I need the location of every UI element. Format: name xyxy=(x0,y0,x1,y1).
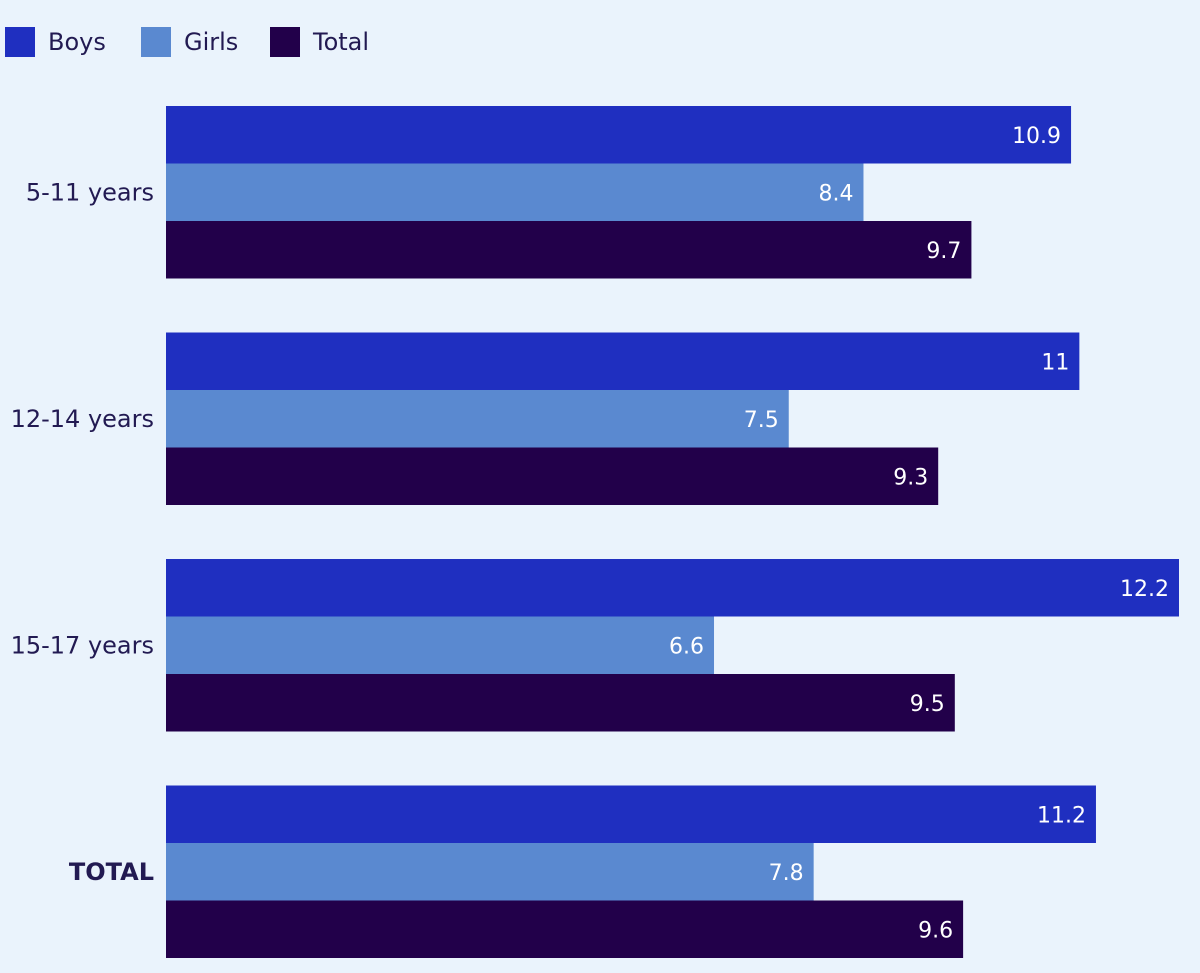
legend-swatch-total xyxy=(270,27,300,57)
value-labels: 10.9 8.4 9.7 11 7.5 9.3 12.2 6.6 9.5 11.2 7.8 9.6 xyxy=(669,124,1169,944)
value-label-total-15-17-years: 9.5 xyxy=(910,692,945,717)
value-label-total-5-11-years: 9.7 xyxy=(926,239,961,264)
value-label-boys-5-11-years: 10.9 xyxy=(1012,124,1061,149)
bar-girls-total xyxy=(166,843,814,901)
category-label-12-14-years: 12-14 years xyxy=(11,405,154,433)
bar-boys-15-17-years xyxy=(166,559,1179,617)
bar-boys-12-14-years xyxy=(166,332,1080,390)
category-label-15-17-years: 15-17 years xyxy=(11,631,154,659)
value-label-boys-12-14-years: 11 xyxy=(1041,350,1069,375)
bar-girls-5-11-years xyxy=(166,163,864,221)
value-label-girls-total: 7.8 xyxy=(769,861,804,886)
bars xyxy=(166,106,1179,958)
bar-girls-12-14-years xyxy=(166,390,789,448)
bar-girls-15-17-years xyxy=(166,616,715,674)
value-label-total-12-14-years: 9.3 xyxy=(893,465,928,490)
value-label-girls-12-14-years: 7.5 xyxy=(744,408,779,433)
bar-boys-5-11-years xyxy=(166,106,1072,164)
legend-label-total: Total xyxy=(312,28,369,56)
value-label-boys-total: 11.2 xyxy=(1037,803,1086,828)
category-label-5-11-years: 5-11 years xyxy=(26,178,154,206)
legend-label-boys: Boys xyxy=(48,28,106,56)
value-label-girls-15-17-years: 6.6 xyxy=(669,634,704,659)
value-label-girls-5-11-years: 8.4 xyxy=(818,181,853,206)
legend-label-girls: Girls xyxy=(184,28,238,56)
value-label-total-total: 9.6 xyxy=(918,918,953,943)
category-label-total: TOTAL xyxy=(69,858,154,886)
value-label-boys-15-17-years: 12.2 xyxy=(1120,577,1169,602)
legend-swatch-boys xyxy=(5,27,35,57)
bar-total-5-11-years xyxy=(166,221,972,279)
bar-total-total xyxy=(166,900,964,958)
bar-total-12-14-years xyxy=(166,447,939,505)
legend: Boys Girls Total xyxy=(5,27,369,57)
category-labels: 5-11 years 12-14 years 15-17 years TOTAL xyxy=(11,178,154,886)
bar-boys-total xyxy=(166,785,1096,843)
legend-swatch-girls xyxy=(141,27,171,57)
bar-total-15-17-years xyxy=(166,674,955,732)
